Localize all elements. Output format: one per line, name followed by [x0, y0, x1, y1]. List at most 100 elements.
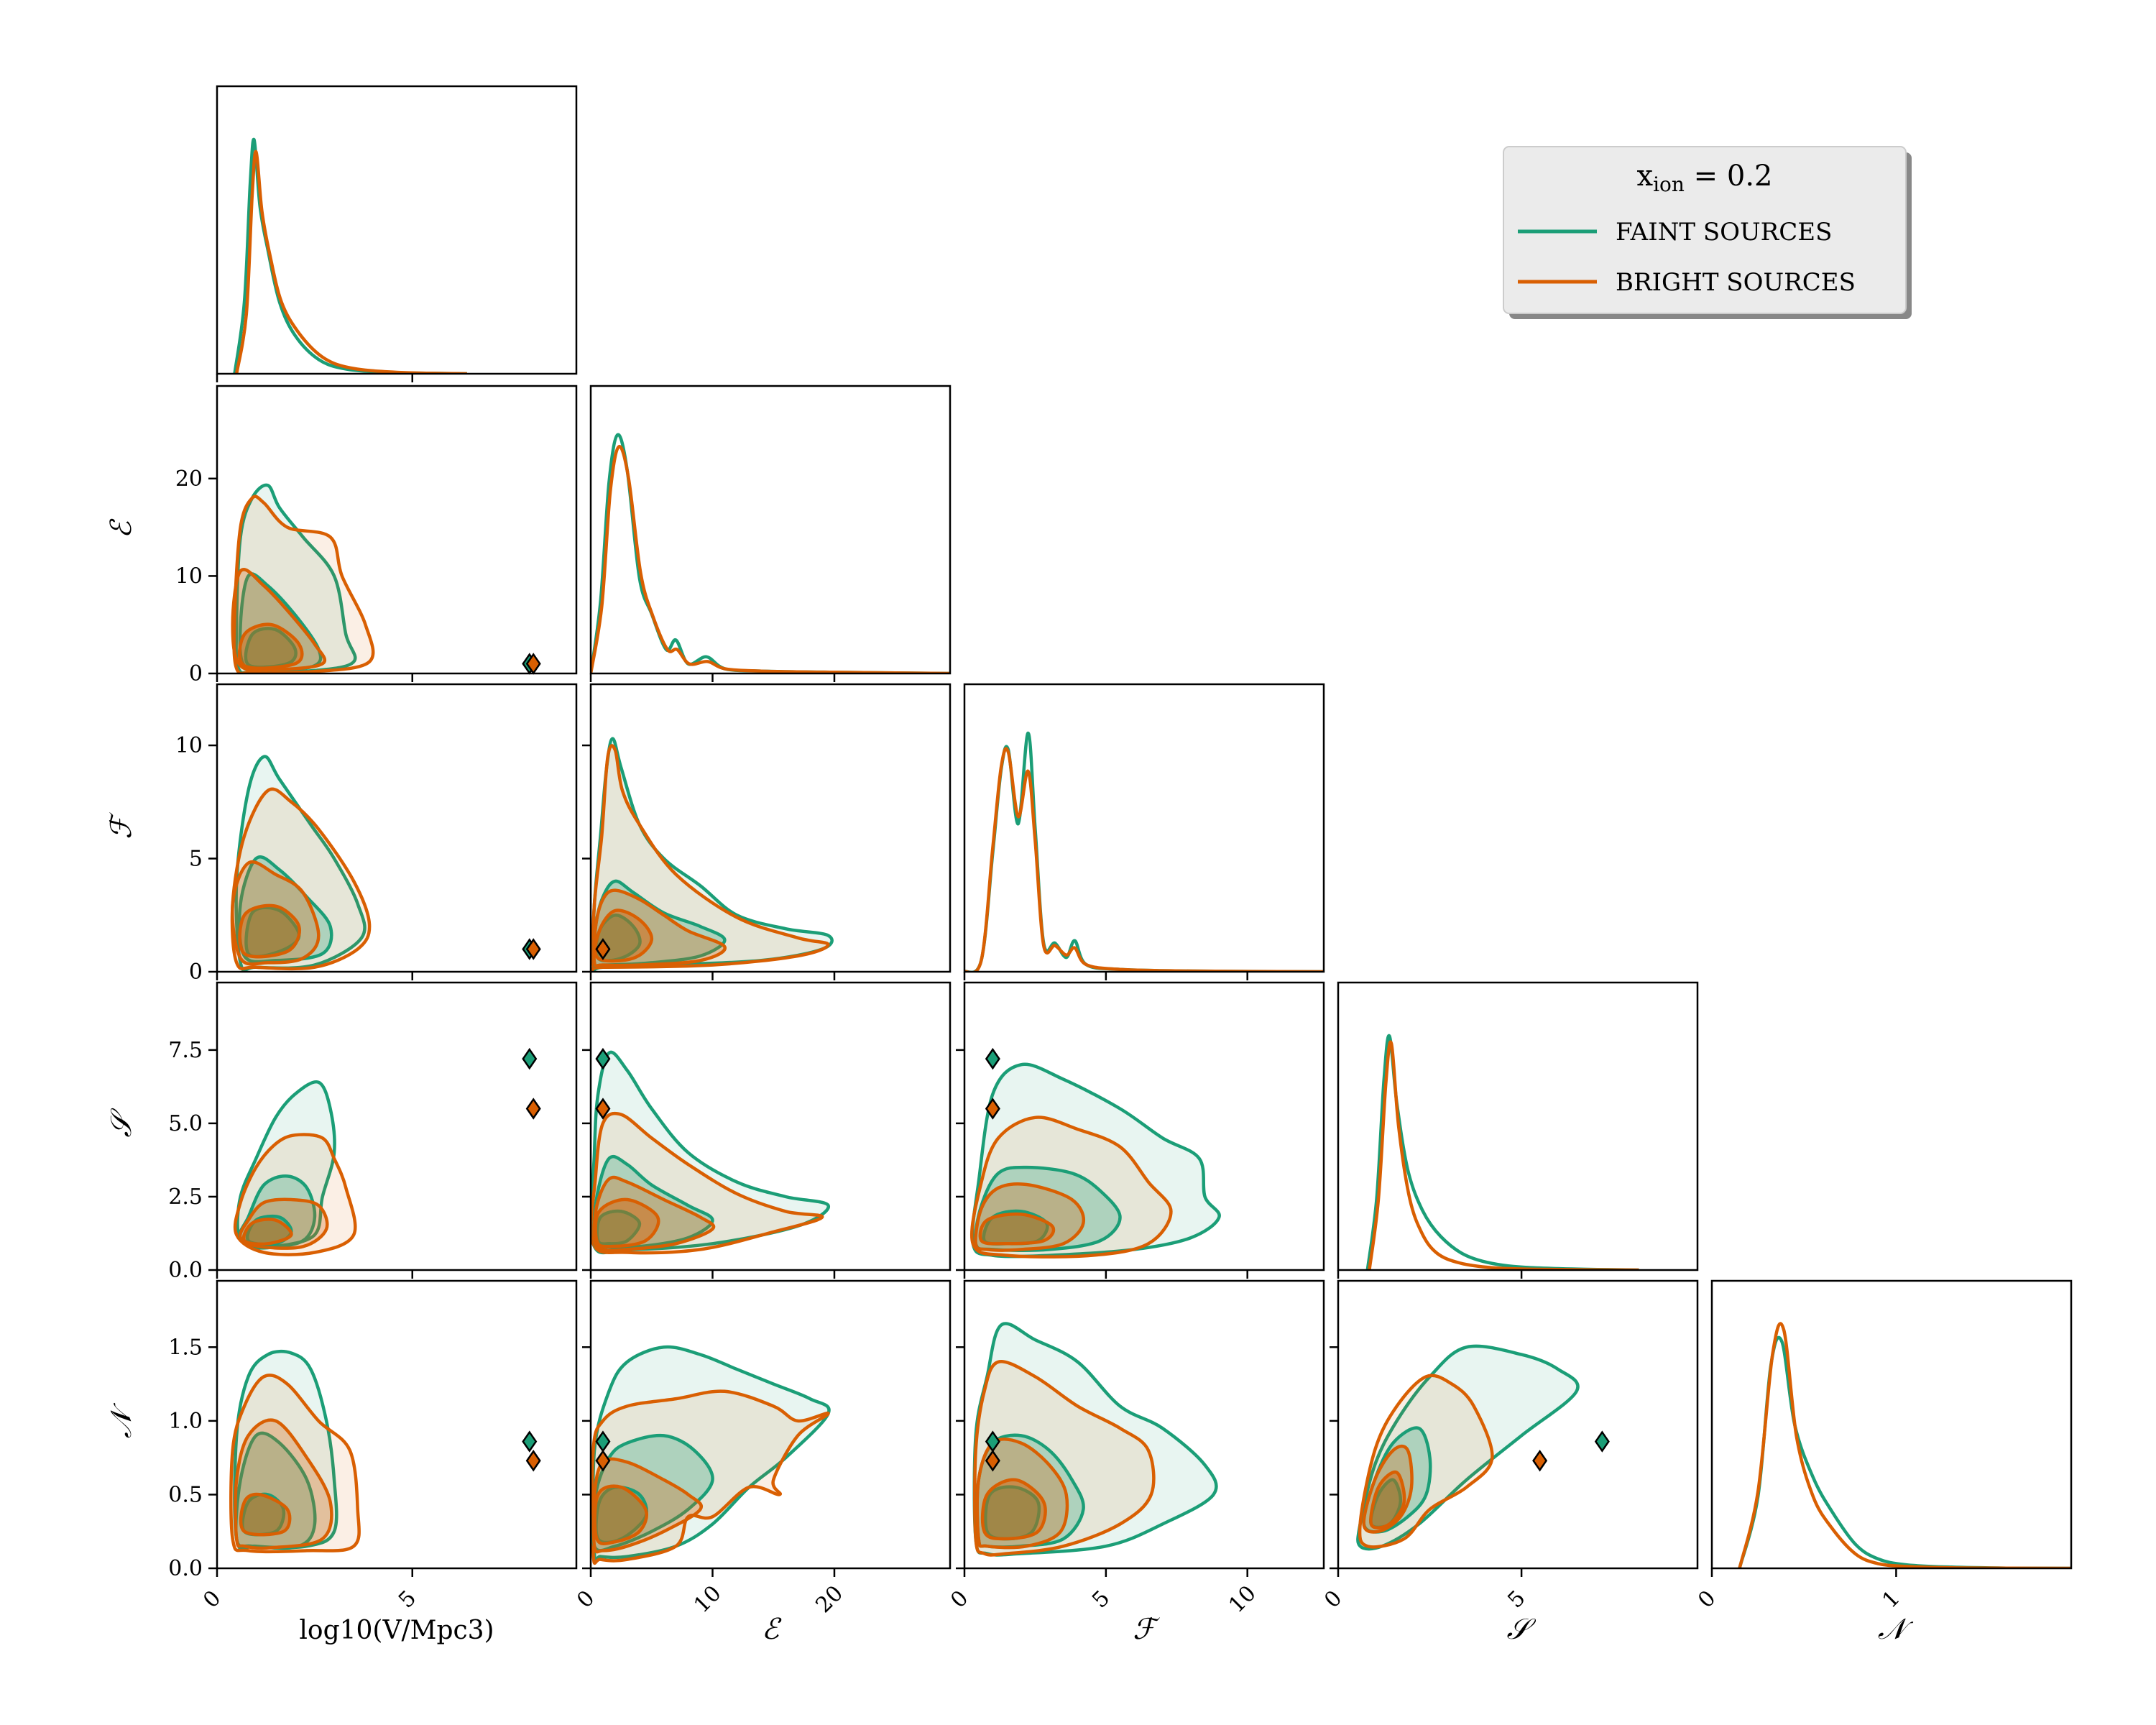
- bright-outer-contour: [591, 744, 830, 972]
- bright-density-line: [591, 445, 950, 673]
- legend-title-sub: ion: [1653, 172, 1685, 196]
- panel-content: [591, 1050, 830, 1255]
- faint-outer-contour: [591, 1050, 830, 1255]
- bright-marker: [595, 1450, 611, 1472]
- faint-density-line: [964, 731, 1324, 972]
- y-tick-label: 20: [175, 466, 203, 492]
- bright-mid-contour: [231, 568, 327, 673]
- bright-density-line: [1738, 1322, 2071, 1568]
- panel-frame: [963, 683, 1325, 973]
- x-tick-label: 5: [394, 1586, 421, 1613]
- panel-frame: [216, 385, 578, 675]
- bright-outer-contour: [233, 1133, 357, 1256]
- bright-marker: [525, 1098, 541, 1120]
- y-tick-label: 1.0: [168, 1409, 203, 1434]
- bright-marker: [595, 938, 611, 960]
- panel-frame: [589, 683, 952, 973]
- y-axis-label-E: ℰ: [105, 518, 138, 538]
- faint-density-line: [1365, 1034, 1639, 1270]
- bright-mid-contour: [234, 1418, 333, 1550]
- panel-content: [964, 731, 1324, 972]
- bright-outer-contour: [230, 787, 372, 971]
- bright-inner-contour: [594, 1197, 660, 1248]
- x-axis-label-E: ℰ: [762, 1613, 782, 1646]
- bright-inner-contour: [593, 1484, 648, 1546]
- y-tick-label: 0.0: [168, 1258, 203, 1283]
- panel-S-vs-S: [1337, 981, 1699, 1279]
- panel-frame: [589, 385, 952, 675]
- panel-content: [233, 137, 467, 374]
- panel-content: [1738, 1322, 2071, 1568]
- faint-marker: [522, 1047, 538, 1070]
- panel-frame: [216, 683, 578, 973]
- y-tick-label: 5.0: [168, 1111, 203, 1136]
- legend-title-suffix: = 0.2: [1685, 160, 1773, 193]
- panel-frame: [963, 1279, 1325, 1570]
- bright-inner-contour: [978, 1212, 1056, 1246]
- bright-inner-contour: [1369, 1470, 1406, 1530]
- bright-mid-contour: [592, 888, 727, 968]
- bright-outer-contour: [1358, 1374, 1494, 1549]
- bright-inner-contour: [239, 1492, 292, 1537]
- panel-E-vs-logV: 0 10 20: [175, 385, 578, 686]
- x-tick-label: 10: [1224, 1581, 1261, 1618]
- x-tick-label: 0: [572, 1586, 599, 1613]
- x-tick-label: 0: [198, 1586, 226, 1613]
- panel-logV-vs-logV: [216, 85, 578, 382]
- bright-outer-contour: [969, 1116, 1173, 1259]
- x-tick-label: 20: [811, 1581, 848, 1618]
- y-axis-label-F: ℱ: [105, 812, 138, 840]
- faint-inner-contour: [244, 906, 301, 959]
- y-tick-label: 10: [175, 733, 203, 758]
- panel-frame: [1710, 1279, 2073, 1570]
- y-tick-label: 0.5: [168, 1482, 203, 1507]
- panel-content: [969, 1062, 1221, 1259]
- y-tick-label: 7.5: [168, 1038, 203, 1063]
- y-axis-label-N: 𝒩: [105, 1402, 138, 1438]
- panel-frame: [963, 981, 1325, 1271]
- bright-density-line: [1368, 1040, 1639, 1270]
- bright-outer-contour: [973, 1360, 1156, 1557]
- bright-inner-contour: [980, 1478, 1047, 1541]
- bright-density-line: [234, 150, 467, 374]
- faint-outer-contour: [970, 1062, 1221, 1259]
- panel-frame: [216, 1279, 578, 1570]
- x-tick-label: 5: [1503, 1586, 1530, 1613]
- y-axis-label-S: 𝒮: [105, 1108, 138, 1137]
- faint-outer-contour: [1356, 1344, 1580, 1551]
- panel-content: [229, 1349, 361, 1554]
- bright-density-line: [964, 747, 1324, 972]
- legend-bright-label: BRIGHT SOURCES: [1616, 268, 1856, 297]
- bright-marker: [985, 1098, 1000, 1120]
- y-tick-label: 2.5: [168, 1184, 203, 1210]
- x-axis-label-logV: log10(V/Mpc3): [299, 1616, 494, 1645]
- panel-F-vs-logV: 0 5 10: [175, 683, 578, 985]
- panel-E-vs-E: [589, 385, 952, 682]
- x-axis-label-S: 𝒮: [1507, 1613, 1537, 1646]
- x-tick-label: 5: [1087, 1586, 1115, 1613]
- panel-frame: [1337, 981, 1699, 1271]
- bright-marker: [1532, 1450, 1548, 1472]
- panel-content: [233, 1080, 357, 1256]
- legend-title: xion = 0.2: [1637, 160, 1773, 196]
- bright-outer-contour: [591, 1389, 830, 1565]
- legend-faint-label: FAINT SOURCES: [1616, 218, 1832, 247]
- bright-inner-contour: [237, 622, 304, 670]
- panel-content: [972, 1322, 1218, 1557]
- faint-inner-contour: [244, 627, 298, 669]
- panel-F-vs-E: [582, 683, 952, 980]
- faint-marker: [985, 1047, 1000, 1070]
- x-tick-label: 0: [1693, 1586, 1720, 1613]
- x-axis-label-N: 𝒩: [1878, 1613, 1914, 1646]
- panel-frame: [216, 85, 578, 375]
- y-tick-label: 10: [175, 564, 203, 589]
- x-tick-label: 0: [1319, 1586, 1347, 1613]
- legend-box: [1503, 146, 1907, 314]
- faint-mid-contour: [238, 1174, 317, 1248]
- y-tick-label: 5: [189, 847, 203, 872]
- y-tick-label: 1.5: [168, 1335, 203, 1360]
- panel-content: [591, 433, 950, 673]
